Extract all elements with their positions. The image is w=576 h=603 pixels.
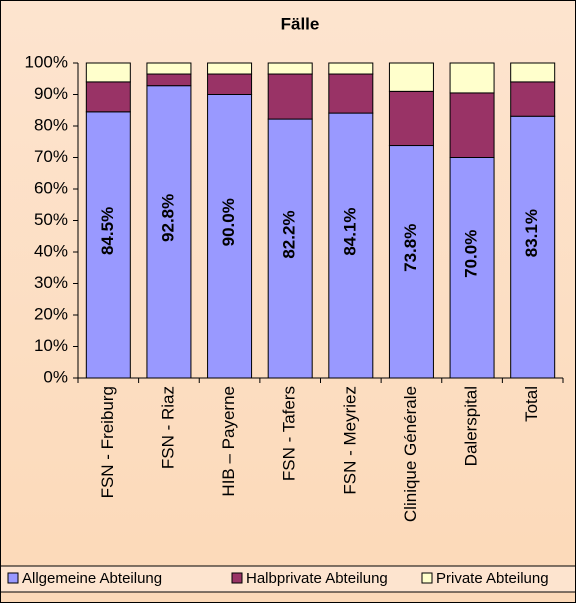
legend-swatch: [421, 572, 433, 584]
legend-label: Halbprivate Abteilung: [246, 570, 388, 587]
y-tick-label: 70%: [34, 147, 68, 166]
y-tick-label: 20%: [34, 304, 68, 323]
y-tick-label: 30%: [34, 273, 68, 292]
x-tick-label: FSN - Freiburg: [98, 386, 117, 498]
legend-swatch: [231, 572, 243, 584]
value-label: 92.8%: [158, 194, 177, 242]
y-tick-label: 40%: [34, 241, 68, 260]
bar-segment: [449, 92, 495, 158]
bar-segment: [85, 111, 131, 379]
bar-segment: [449, 62, 495, 94]
bar-segment: [449, 157, 495, 379]
bar-segment: [207, 94, 253, 379]
bar-segment: [510, 115, 556, 379]
legend-label: Allgemeine Abteilung: [22, 570, 162, 587]
y-tick-label: 10%: [34, 336, 68, 355]
y-tick-label: 50%: [34, 210, 68, 229]
bar-segment: [207, 73, 253, 96]
value-label: 73.8%: [401, 224, 420, 272]
bar-segment: [388, 90, 434, 147]
bar-segment: [388, 62, 434, 92]
bar-segment: [267, 62, 313, 75]
y-tick-label: 100%: [25, 52, 68, 71]
bar-segment: [146, 73, 192, 87]
legend-swatch: [7, 572, 19, 584]
y-tick-label: 60%: [34, 178, 68, 197]
bar-segment: [267, 118, 313, 379]
x-tick-label: FSN - Riaz: [158, 386, 177, 469]
bar-segment: [328, 73, 374, 114]
x-tick-label: HIB – Payerne: [219, 386, 238, 497]
bar-segment: [146, 62, 192, 75]
bar-segment: [85, 62, 131, 83]
x-tick-label: Dalerspital: [462, 386, 481, 466]
x-tick-label: Clinique Générale: [401, 386, 420, 522]
x-tick-label: FSN - Meyriez: [340, 386, 359, 495]
legend-box: [0, 565, 576, 593]
bar-segment: [510, 62, 556, 83]
chart-title: Fälle: [281, 14, 320, 33]
x-tick-label: Total: [522, 386, 541, 422]
value-label: 90.0%: [219, 198, 238, 246]
bar-segment: [85, 81, 131, 113]
y-tick-label: 80%: [34, 115, 68, 134]
y-tick-label: 90%: [34, 84, 68, 103]
value-label: 70.0%: [462, 230, 481, 278]
legend-label: Private Abteilung: [436, 570, 549, 587]
bar-segment: [510, 81, 556, 117]
y-tick-label: 0%: [43, 367, 68, 386]
value-label: 84.5%: [98, 207, 117, 255]
value-label: 82.2%: [280, 210, 299, 258]
bar-segment: [207, 62, 253, 75]
value-label: 83.1%: [522, 209, 541, 257]
bar-segment: [328, 62, 374, 75]
value-label: 84.1%: [340, 207, 359, 255]
x-tick-label: FSN - Tafers: [280, 386, 299, 481]
bar-segment: [267, 73, 313, 120]
